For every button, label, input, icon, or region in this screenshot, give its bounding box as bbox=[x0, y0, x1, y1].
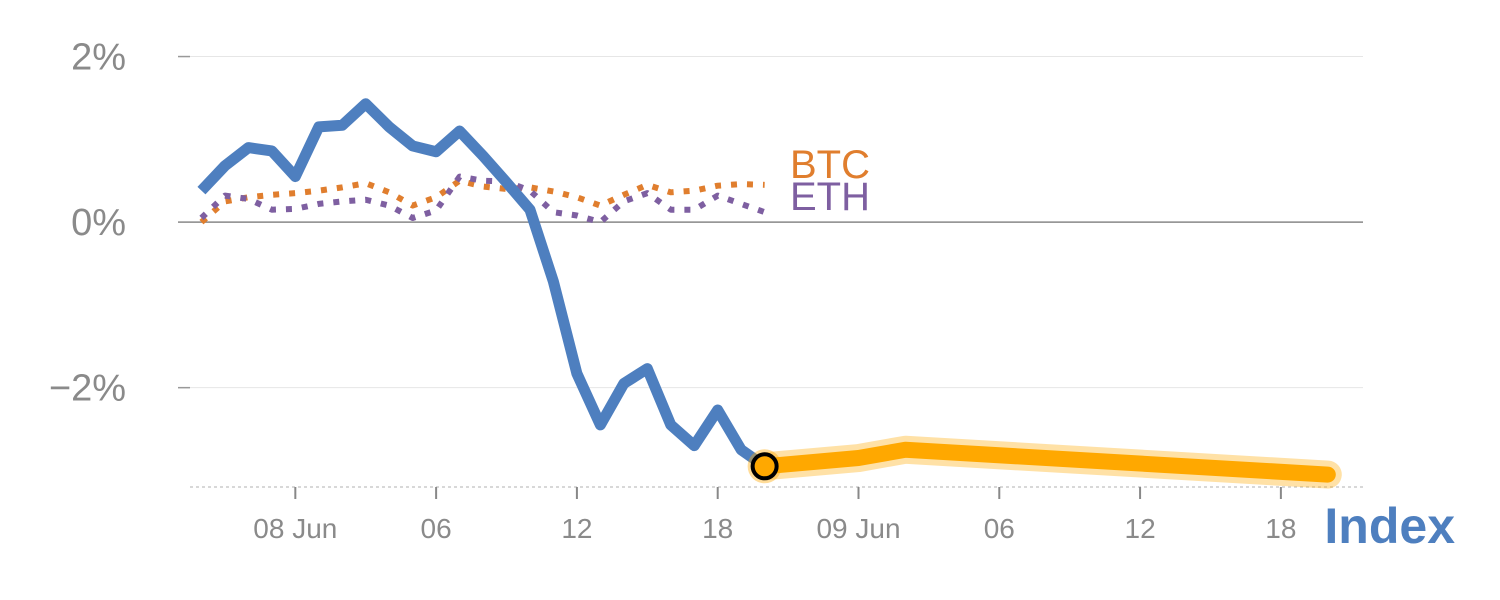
btc-series-line bbox=[199, 177, 765, 225]
x-tick-label: 06 bbox=[984, 513, 1015, 544]
index-series-line bbox=[197, 98, 768, 471]
y-tick-label: 0% bbox=[71, 202, 126, 244]
series-layer bbox=[197, 98, 1342, 489]
forecast-line bbox=[756, 441, 1336, 483]
btc-series-label: BTC bbox=[790, 143, 870, 187]
y-axis: 2% 0% −2% bbox=[49, 37, 190, 410]
eth-series-line bbox=[199, 173, 766, 226]
y-tick-label: 2% bbox=[71, 37, 126, 79]
grid-layer bbox=[178, 56, 1363, 389]
x-tick-label: 12 bbox=[1125, 513, 1156, 544]
eth-series-label: ETH bbox=[790, 175, 870, 219]
current-point-marker bbox=[750, 452, 779, 481]
x-tick-label: 12 bbox=[561, 513, 592, 544]
x-tick-label: 06 bbox=[421, 513, 452, 544]
x-axis: 08 Jun 06 12 18 09 Jun 06 12 18 bbox=[190, 486, 1365, 544]
index-series-label: Index bbox=[1324, 498, 1455, 554]
y-tick-label: −2% bbox=[49, 368, 126, 410]
x-tick-label: 09 Jun bbox=[816, 513, 900, 544]
x-tick-label: 18 bbox=[1265, 513, 1296, 544]
x-tick-label: 18 bbox=[702, 513, 733, 544]
x-tick-label: 08 Jun bbox=[253, 513, 337, 544]
